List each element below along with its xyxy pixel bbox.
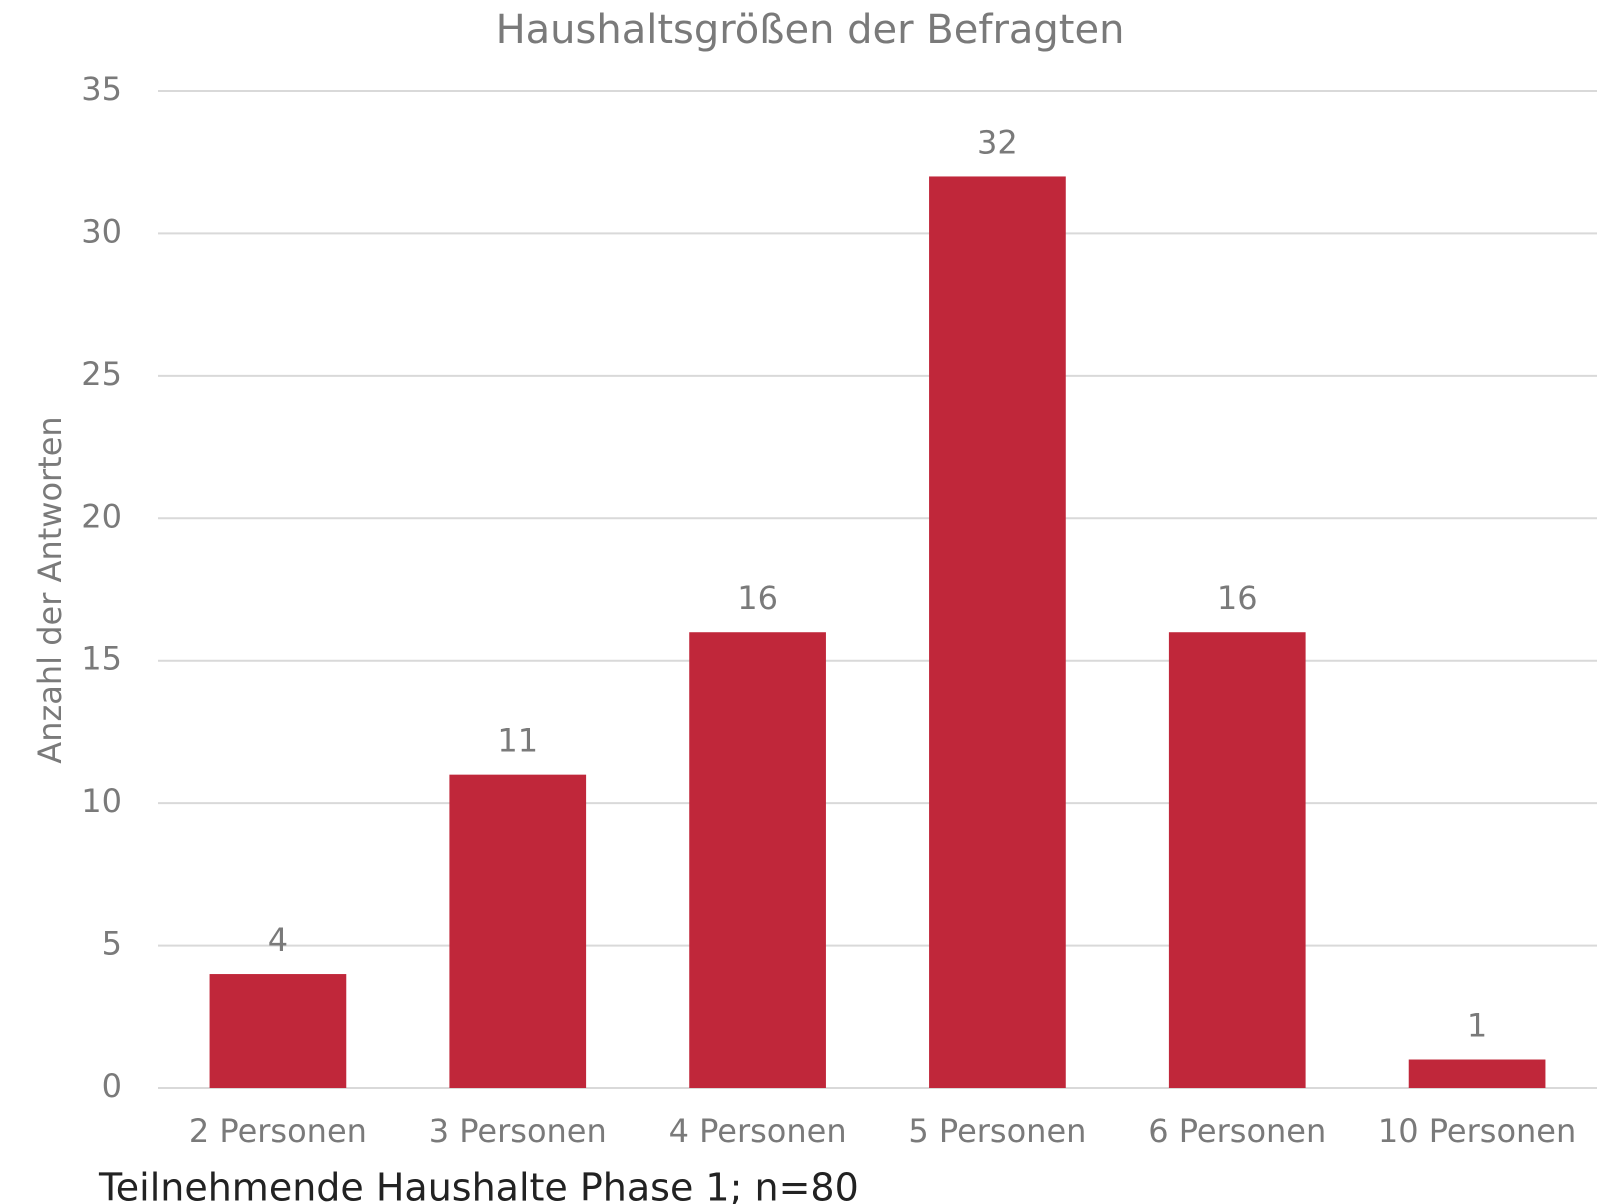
x-tick-label: 2 Personen <box>189 1112 367 1150</box>
data-label: 32 <box>977 123 1018 161</box>
y-tick-label: 0 <box>102 1067 122 1105</box>
y-tick-label: 5 <box>102 925 122 963</box>
bar <box>929 176 1066 1088</box>
y-tick-label: 25 <box>81 355 122 393</box>
y-tick-label: 10 <box>81 782 122 820</box>
y-tick-label: 15 <box>81 640 122 678</box>
bar <box>209 974 347 1088</box>
x-tick-label: 6 Personen <box>1148 1112 1326 1150</box>
x-tick-label: 5 Personen <box>908 1112 1086 1150</box>
footnote: Teilnehmende Haushalte Phase 1; n=80 <box>98 1166 859 1204</box>
y-tick-label: 20 <box>81 497 122 535</box>
data-label: 11 <box>497 722 538 760</box>
bar <box>689 632 826 1088</box>
y-tick-label: 30 <box>81 212 122 250</box>
y-axis-label: Anzahl der Antworten <box>31 416 69 763</box>
y-tick-label: 35 <box>81 70 122 108</box>
x-tick-label: 10 Personen <box>1378 1112 1576 1150</box>
data-label: 4 <box>268 921 288 959</box>
bar <box>1168 632 1306 1088</box>
x-tick-label: 3 Personen <box>429 1112 607 1150</box>
data-label: 1 <box>1467 1007 1487 1045</box>
bar <box>1408 1059 1546 1088</box>
data-label: 16 <box>1217 579 1258 617</box>
chart-title: Haushaltsgrößen der Befragten <box>496 7 1125 53</box>
x-tick-label: 4 Personen <box>669 1112 847 1150</box>
bar <box>449 774 587 1088</box>
data-label: 16 <box>737 579 778 617</box>
